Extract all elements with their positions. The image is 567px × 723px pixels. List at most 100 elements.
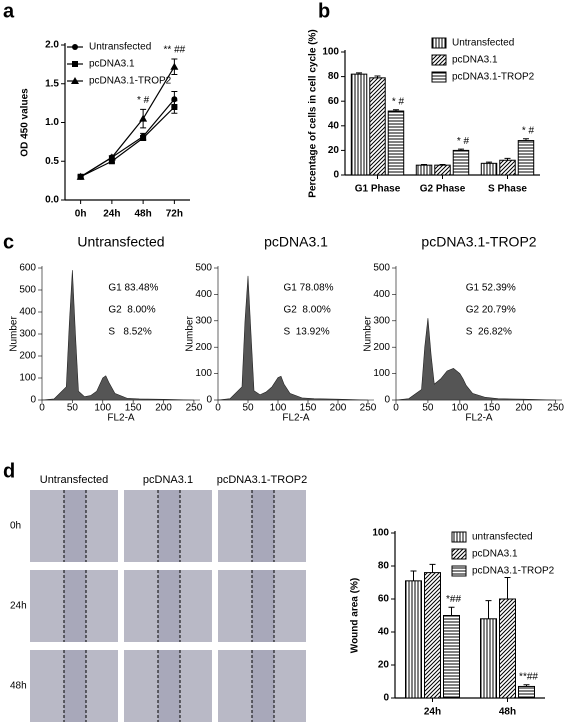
bar	[415, 164, 433, 176]
x-tick-label: G2 Phase	[420, 184, 466, 195]
y-tick-label: 200	[19, 351, 36, 362]
marker	[170, 62, 179, 70]
bar	[387, 110, 405, 176]
y-tick-label: 2.0	[45, 40, 59, 51]
error-bar	[504, 577, 511, 599]
x-axis-label: FL2-A	[282, 413, 310, 424]
annotation: G1 83.48%	[108, 283, 158, 294]
x-tick-label: 150	[125, 403, 142, 414]
legend-label: pcDNA3.1	[472, 549, 518, 560]
annotation: S 13.92%	[284, 327, 330, 338]
annotation: * #	[392, 96, 405, 107]
x-tick-label: 250	[547, 403, 564, 414]
y-tick-label: 20	[328, 145, 340, 156]
y-tick-label: 20	[378, 660, 390, 671]
wound-gap	[158, 490, 180, 562]
panel-label: a	[3, 0, 15, 22]
x-tick-label: 24h	[424, 707, 441, 718]
x-tick-label: 50	[242, 403, 254, 414]
wound-gap	[64, 570, 86, 642]
marker	[108, 158, 115, 165]
legend-swatch	[431, 71, 447, 83]
series-line	[80, 106, 175, 178]
y-tick-label: 300	[19, 329, 36, 340]
x-tick-label: 250	[186, 403, 203, 414]
y-axis-label: OD 450 values	[20, 88, 31, 157]
y-tick-label: 1.0	[45, 117, 59, 128]
x-tick-label: 100	[452, 403, 469, 414]
y-tick-label: 300	[195, 315, 212, 326]
x-tick-label: 0	[39, 403, 45, 414]
histogram-area	[41, 270, 194, 401]
column-header: pcDNA3.1-TROP2	[217, 474, 307, 486]
bar	[480, 618, 497, 699]
bar	[499, 598, 516, 699]
histogram-area	[395, 318, 556, 401]
marker	[72, 44, 78, 50]
error-bar	[356, 72, 363, 75]
y-tick-label: 200	[373, 342, 390, 353]
y-axis-label: Number	[363, 316, 374, 352]
y-tick-label: 100	[19, 373, 36, 384]
wound-gap	[252, 650, 274, 722]
y-tick-label: 0	[333, 170, 339, 181]
legend-label: Untransfected	[452, 38, 514, 49]
annotation: S 8.52%	[108, 327, 151, 338]
y-tick-label: 100	[195, 368, 212, 379]
error-bar	[421, 164, 428, 166]
bar	[350, 73, 368, 176]
error-bar	[429, 563, 436, 573]
x-tick-label: 50	[422, 403, 434, 414]
y-tick-label: 60	[328, 96, 340, 107]
x-tick-label: 48h	[499, 707, 516, 718]
wound-gap	[252, 490, 274, 562]
y-axis-label: Number	[185, 316, 196, 352]
x-tick-label: 0h	[75, 209, 87, 220]
y-tick-label: 1.5	[45, 78, 59, 89]
y-tick-label: 0	[30, 395, 36, 406]
annotation: G2 20.79%	[466, 305, 516, 316]
legend-swatch	[451, 531, 467, 543]
annotation: S 26.82%	[466, 327, 512, 338]
bar	[424, 572, 441, 699]
row-label: 48h	[10, 681, 27, 692]
panel-label: b	[318, 0, 330, 22]
annotation: *##	[446, 594, 461, 605]
legend-swatch	[431, 54, 447, 66]
y-tick-label: 0	[206, 395, 212, 406]
y-tick-label: 200	[195, 342, 212, 353]
y-tick-label: 80	[378, 561, 390, 572]
annotation: **##	[519, 671, 538, 682]
bar	[517, 140, 535, 176]
marker	[171, 104, 178, 110]
chart-title: pcDNA3.1-TROP2	[421, 234, 536, 250]
wound-gap	[252, 570, 274, 642]
x-tick-label: 50	[67, 403, 79, 414]
x-tick-label: 200	[155, 403, 172, 414]
y-tick-label: 80	[328, 71, 340, 82]
y-tick-label: 60	[378, 594, 390, 605]
error-bar	[374, 75, 381, 78]
annotation: G1 52.39%	[466, 283, 516, 294]
legend-label: untransfected	[472, 532, 533, 543]
wound-gap	[158, 650, 180, 722]
y-tick-label: 500	[373, 263, 390, 274]
error-bar	[486, 161, 493, 164]
error-bar	[448, 606, 455, 616]
x-tick-label: 48h	[135, 209, 152, 220]
x-tick-label: 24h	[103, 209, 120, 220]
error-bar	[457, 148, 464, 151]
y-axis-label: Wound area (%)	[350, 578, 361, 653]
column-header: Untransfected	[40, 474, 108, 486]
y-tick-label: 400	[19, 307, 36, 318]
x-tick-label: 200	[330, 403, 347, 414]
y-tick-label: 0.5	[45, 156, 59, 167]
marker	[140, 135, 147, 141]
row-label: 0h	[10, 521, 21, 532]
marker	[71, 77, 79, 84]
x-tick-label: 100	[94, 403, 111, 414]
histogram-area	[217, 275, 369, 401]
column-header: pcDNA3.1	[143, 474, 193, 486]
bar	[499, 159, 516, 176]
